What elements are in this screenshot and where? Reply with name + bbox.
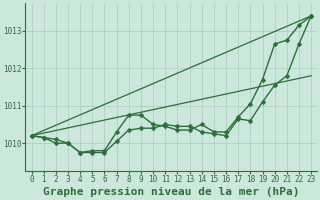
X-axis label: Graphe pression niveau de la mer (hPa): Graphe pression niveau de la mer (hPa)	[43, 187, 300, 197]
